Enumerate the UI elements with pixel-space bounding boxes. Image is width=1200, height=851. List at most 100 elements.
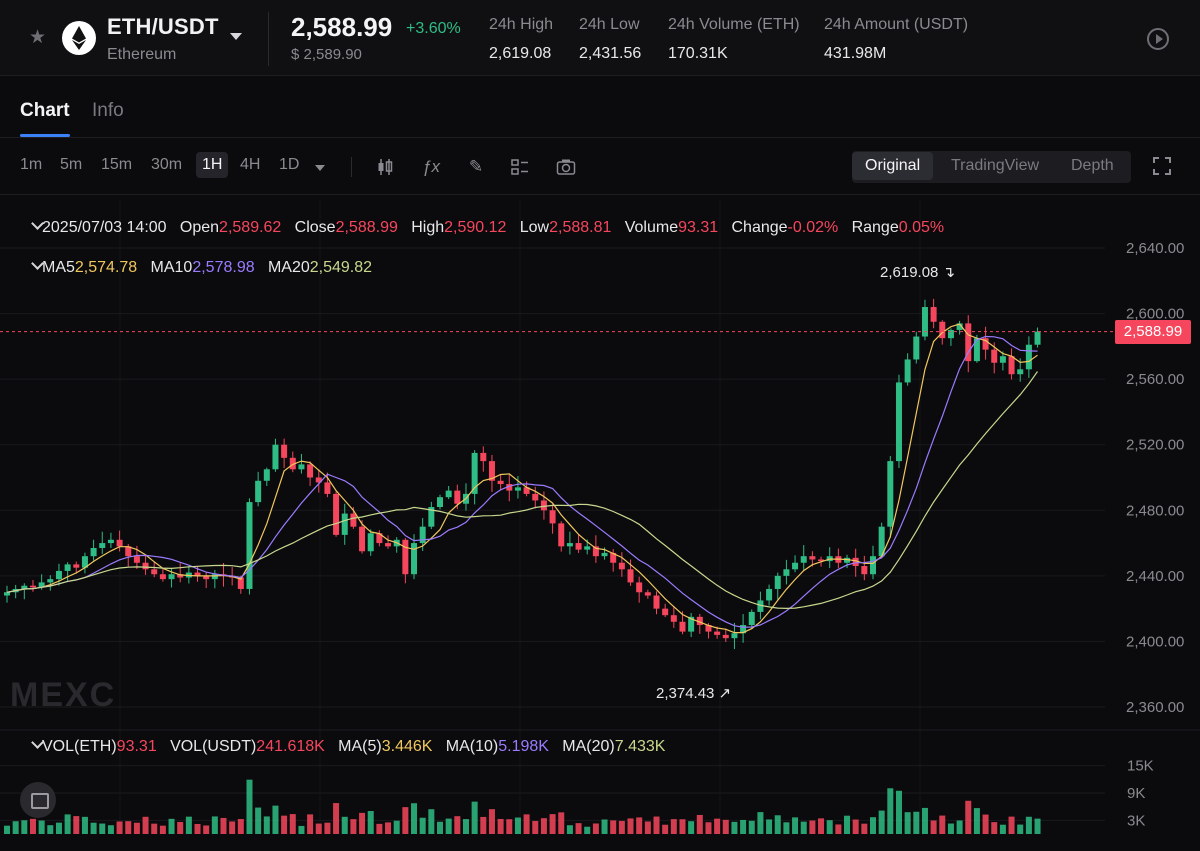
view-original[interactable]: Original: [852, 152, 934, 180]
vol-ma10-label: MA(10): [445, 738, 499, 755]
volume-bar: [220, 817, 227, 834]
candle-body: [800, 556, 807, 563]
candle-body: [566, 543, 573, 547]
candle-body: [263, 469, 270, 481]
ethereum-icon: [62, 21, 96, 55]
volume-bar: [38, 820, 45, 834]
volume-bar: [402, 807, 409, 834]
candle-body: [809, 556, 816, 560]
timeframe-30m[interactable]: 30m: [151, 156, 183, 173]
play-icon[interactable]: [1147, 28, 1169, 50]
stat-24h-volume-label: 24h Volume (ETH): [668, 16, 800, 33]
volume-bar: [904, 812, 911, 834]
volume-bar: [55, 822, 62, 834]
ma10-value: 2,578.98: [192, 259, 255, 276]
timeframe-1m[interactable]: 1m: [20, 156, 43, 173]
volume-bar: [999, 824, 1006, 834]
price-axis-label: 2,640.00: [1126, 240, 1184, 257]
candle-body: [1025, 344, 1032, 370]
volume-bar: [168, 818, 175, 834]
volume-bar: [229, 821, 236, 834]
volume-bar: [783, 822, 790, 834]
volume-bar: [558, 812, 565, 834]
candle-body: [506, 484, 513, 491]
volume-bar: [809, 820, 816, 834]
candle-body: [194, 572, 201, 576]
candle-body: [255, 480, 262, 503]
volume-bar: [540, 818, 547, 834]
ohlc-close: 2,588.99: [335, 219, 398, 236]
volume-bar: [766, 819, 773, 834]
ohlc-volume: 93.31: [678, 219, 719, 236]
ma20-line: [6, 371, 1038, 610]
candle-body: [47, 579, 54, 583]
candle-body: [627, 569, 634, 583]
timeframe-1h[interactable]: 1H: [196, 152, 229, 178]
layout-grid-icon[interactable]: [509, 156, 531, 178]
volume-bar: [203, 825, 210, 834]
timeframe-5m[interactable]: 5m: [60, 156, 83, 173]
volume-bar: [125, 821, 132, 834]
ma10-line: [6, 335, 1038, 628]
candle-body: [177, 574, 184, 578]
volume-bar: [861, 823, 868, 834]
chevron-down-icon[interactable]: [315, 165, 325, 171]
ohlc-low-label: Low: [519, 219, 550, 236]
volume-bar: [532, 820, 539, 834]
volume-bar: [211, 816, 218, 834]
volume-bar: [194, 823, 201, 834]
volume-bar: [973, 808, 980, 834]
candle-body: [437, 497, 443, 508]
candle-type-icon[interactable]: [374, 156, 396, 178]
candle-body: [904, 359, 911, 383]
chevron-down-icon[interactable]: [230, 33, 242, 40]
volume-bar: [47, 825, 54, 834]
tab-underline: [20, 134, 70, 137]
timeframe-15m[interactable]: 15m: [101, 156, 133, 173]
current-price-tag: 2,588.99: [1115, 320, 1191, 344]
timeframe-1d[interactable]: 1D: [279, 156, 300, 173]
ma10-label: MA10: [150, 259, 193, 276]
volume-bar: [627, 818, 634, 834]
indicator-fx-icon[interactable]: ƒx: [422, 157, 440, 176]
volume-bar: [705, 822, 712, 834]
draw-pencil-icon[interactable]: ✎: [468, 157, 484, 176]
candle-body: [393, 539, 400, 547]
candle-body: [679, 621, 686, 632]
volume-bar: [376, 823, 383, 834]
candle-body: [514, 487, 521, 491]
timeframe-4h[interactable]: 4H: [240, 156, 261, 173]
ohlc-low: 2,588.81: [549, 219, 612, 236]
candle-body: [826, 556, 833, 562]
volume-bar: [991, 822, 998, 834]
volume-bar: [462, 819, 469, 834]
candle-body: [220, 574, 227, 576]
camera-icon[interactable]: [555, 156, 577, 178]
volume-axis-label: 9K: [1127, 785, 1145, 802]
volume-bar: [73, 816, 80, 834]
volume-bar: [237, 819, 244, 834]
volume-bar: [142, 816, 149, 834]
volume-bar: [523, 814, 530, 834]
vol-ma20-value: 7.433K: [614, 738, 666, 755]
candle-body: [930, 307, 937, 322]
view-tradingview[interactable]: TradingView: [951, 157, 1040, 174]
candle-body: [688, 616, 695, 632]
volume-bar: [722, 819, 729, 834]
order-dock-icon[interactable]: [20, 782, 56, 818]
tab-chart[interactable]: Chart: [20, 100, 70, 121]
volume-bar: [81, 816, 88, 834]
last-price: 2,588.99: [291, 12, 393, 42]
ohlc-range-label: Range: [851, 219, 899, 236]
star-icon[interactable]: ★: [29, 27, 47, 48]
candle-body: [921, 307, 928, 337]
pair-name[interactable]: ETH/USDT: [107, 14, 219, 39]
ohlc-high-label: High: [411, 219, 445, 236]
ma5-label: MA5: [42, 259, 75, 276]
view-depth[interactable]: Depth: [1071, 157, 1114, 174]
candle-body: [601, 552, 608, 557]
fullscreen-icon[interactable]: [1153, 157, 1171, 175]
tab-info[interactable]: Info: [92, 100, 124, 121]
candle-body: [731, 633, 738, 639]
candle-body: [116, 539, 123, 547]
